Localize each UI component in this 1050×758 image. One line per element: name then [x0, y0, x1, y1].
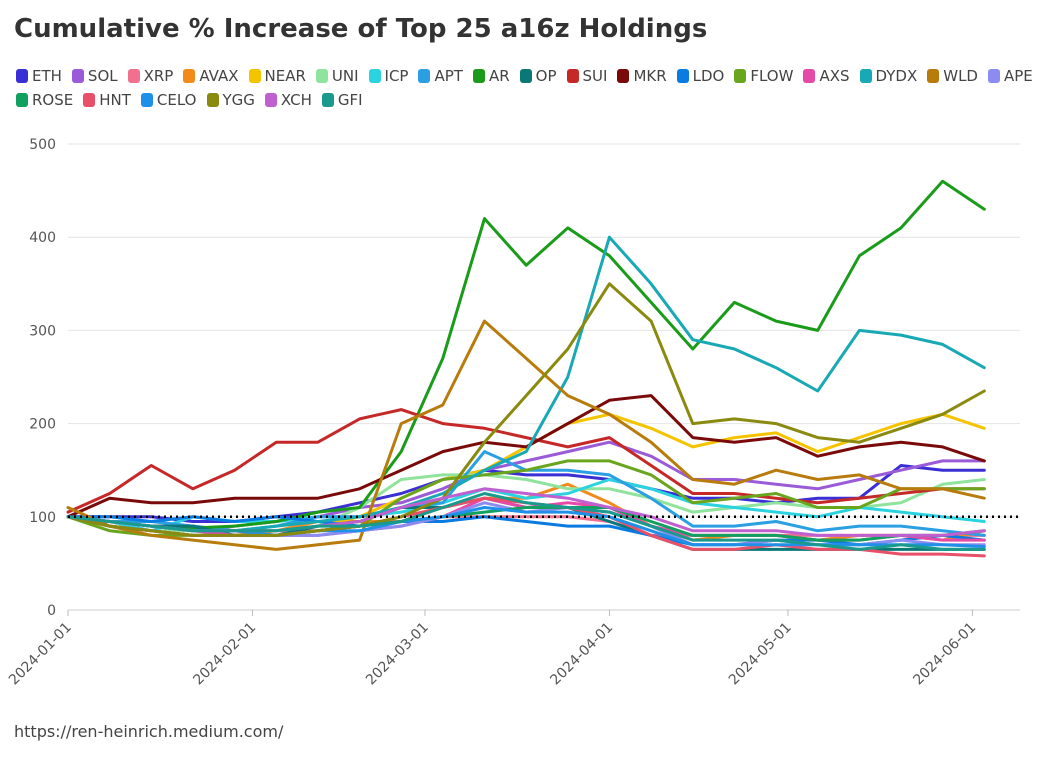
legend-item: AVAX: [183, 66, 239, 86]
legend-swatch: [676, 69, 689, 83]
legend-label: ICP: [384, 67, 409, 85]
legend-item: WLD: [927, 66, 978, 86]
legend-label: APE: [1003, 67, 1033, 85]
legend-swatch: [315, 69, 328, 83]
legend-item: HNT: [83, 90, 131, 110]
chart-title: Cumulative % Increase of Top 25 a16z Hol…: [14, 14, 708, 44]
y-tick-label: 0: [47, 603, 56, 619]
legend-item: MKR: [617, 66, 667, 86]
legend-label: MKR: [633, 67, 667, 85]
legend-swatch: [71, 69, 84, 83]
legend-item: DYDX: [859, 66, 918, 86]
legend-item: FLOW: [734, 66, 793, 86]
legend-label: AR: [488, 67, 510, 85]
series-line: [66, 464, 986, 523]
y-tick-label: 500: [29, 137, 56, 153]
legend-label: XCH: [280, 91, 312, 109]
legend-swatch: [927, 69, 940, 83]
legend-item: SOL: [71, 66, 118, 86]
legend-item: ETH: [16, 66, 62, 86]
legend-label: GFI: [337, 91, 363, 109]
legend-label: DYDX: [875, 67, 918, 85]
legend-swatch: [617, 69, 630, 83]
legend-item: GFI: [321, 90, 363, 110]
series-line: [66, 515, 986, 547]
y-tick-label: 400: [29, 230, 56, 246]
legend-swatch: [418, 69, 431, 83]
legend-item: AXS: [803, 66, 850, 86]
legend-swatch: [206, 93, 219, 107]
legend-label: YGG: [222, 91, 255, 109]
series-line: [66, 319, 986, 551]
legend-swatch: [183, 69, 196, 83]
series-line: [66, 282, 986, 537]
legend-swatch: [248, 69, 261, 83]
legend-swatch: [859, 69, 872, 83]
legend-item: OP: [519, 66, 557, 86]
legend-label: NEAR: [264, 67, 306, 85]
legend-label: UNI: [331, 67, 359, 85]
legend-swatch: [140, 93, 153, 107]
legend-item: SUI: [566, 66, 608, 86]
legend-item: XCH: [264, 90, 312, 110]
x-tick-label: 2024-05-01: [726, 620, 795, 689]
legend-label: AVAX: [199, 67, 239, 85]
series-line: [66, 394, 986, 519]
legend-swatch: [16, 69, 28, 83]
x-tick-label: 2024-04-01: [547, 620, 616, 689]
legend-item: ROSE: [16, 90, 73, 110]
legend-label: ROSE: [32, 91, 74, 109]
chart: 0 100 200 300 400 500 2024-01-01 2024-02-01 2024…: [6, 137, 1020, 689]
legend-label: SUI: [582, 67, 608, 85]
series-line: [66, 179, 986, 530]
legend-label: OP: [535, 67, 557, 85]
legend-swatch: [803, 69, 816, 83]
legend-label: AXS: [819, 67, 850, 85]
legend-swatch: [472, 69, 485, 83]
legend-label: APT: [434, 67, 463, 85]
series-line: [66, 408, 986, 514]
legend-label: CELO: [156, 91, 197, 109]
x-tick-label: 2024-01-01: [6, 620, 75, 689]
legend-item: APT: [418, 66, 463, 86]
legend-item: LDO: [676, 66, 725, 86]
legend-item: CELO: [140, 90, 197, 110]
x-tick-label: 2024-03-01: [363, 620, 432, 689]
y-tick-label: 200: [29, 417, 56, 433]
legend-item: UNI: [315, 66, 359, 86]
legend-label: LDO: [692, 67, 725, 85]
y-tick-label: 300: [29, 323, 56, 339]
legend-item: YGG: [206, 90, 255, 110]
legend-label: SOL: [87, 67, 118, 85]
legend-swatch: [264, 93, 277, 107]
legend-swatch: [987, 69, 1000, 83]
legend-label: ETH: [32, 67, 62, 85]
legend-swatch: [368, 69, 381, 83]
legend-item: APE: [987, 66, 1033, 86]
legend-item: XRP: [127, 66, 174, 86]
series-line: [66, 492, 986, 551]
legend: ETH SOL XRP AVAX NEAR UNI ICP APT AR OP SUI MKR LDO F…: [16, 66, 1036, 110]
y-tick-label: 100: [29, 510, 56, 526]
legend-label: HNT: [99, 91, 131, 109]
legend-swatch: [566, 69, 579, 83]
source-note: https://ren-heinrich.medium.com/: [14, 722, 284, 741]
legend-label: WLD: [943, 67, 978, 85]
legend-swatch: [734, 69, 747, 83]
legend-swatch: [83, 93, 96, 107]
legend-swatch: [16, 93, 28, 107]
legend-swatch: [321, 93, 334, 107]
legend-swatch: [127, 69, 140, 83]
legend-label: FLOW: [750, 67, 794, 85]
legend-item: NEAR: [248, 66, 306, 86]
series-line: [66, 478, 986, 533]
legend-item: ICP: [368, 66, 409, 86]
legend-swatch: [519, 69, 532, 83]
legend-label: XRP: [143, 67, 174, 85]
x-tick-label: 2024-06-01: [910, 620, 979, 689]
legend-item: AR: [472, 66, 510, 86]
x-tick-label: 2024-02-01: [190, 620, 259, 689]
